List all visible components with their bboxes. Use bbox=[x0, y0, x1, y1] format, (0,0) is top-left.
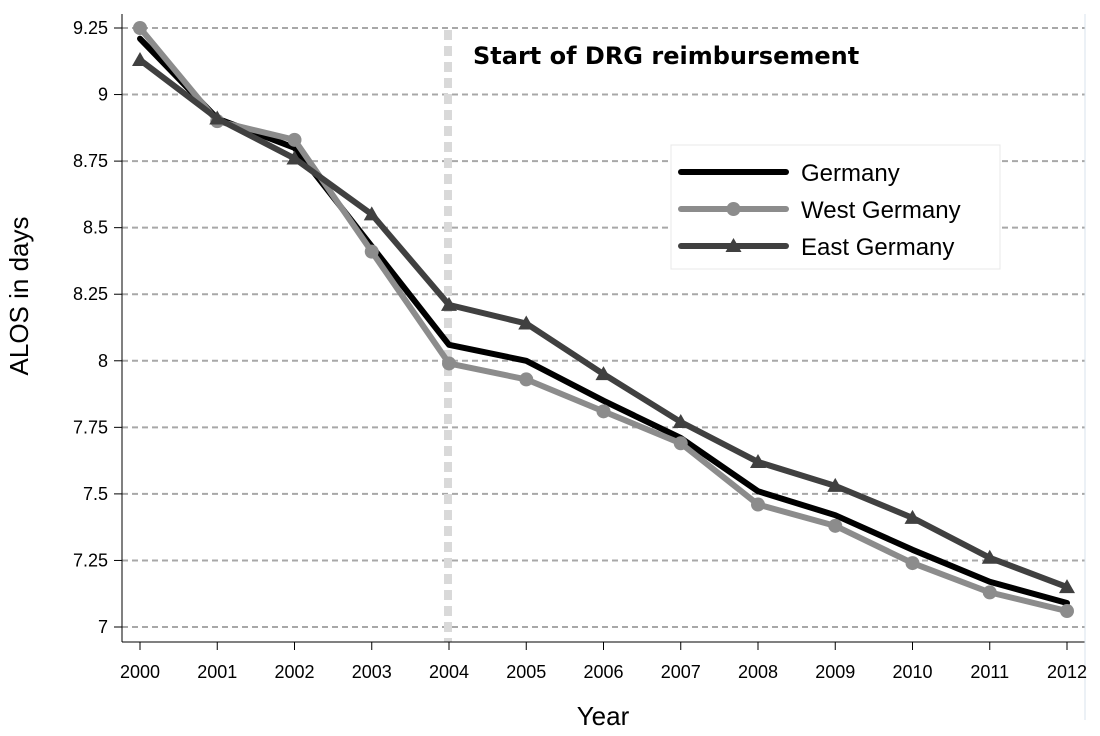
data-point bbox=[132, 51, 148, 66]
x-tick-label: 2000 bbox=[120, 662, 160, 682]
legend-item: East Germany bbox=[678, 234, 954, 261]
x-tick-label: 2010 bbox=[892, 662, 932, 682]
data-point bbox=[672, 414, 689, 429]
data-point bbox=[595, 366, 612, 381]
y-tick-label: 7.25 bbox=[73, 550, 108, 570]
data-point bbox=[209, 110, 226, 125]
legend-label: Germany bbox=[801, 160, 900, 187]
y-tick-label: 8.5 bbox=[83, 218, 108, 238]
x-axis-title: Year bbox=[577, 701, 630, 731]
data-point bbox=[828, 518, 843, 533]
data-point bbox=[596, 404, 611, 419]
x-tick-label: 2005 bbox=[506, 662, 546, 682]
x-tick-label: 2007 bbox=[661, 662, 701, 682]
data-point bbox=[518, 315, 535, 330]
x-tick-label: 2001 bbox=[197, 662, 237, 682]
legend-marker bbox=[725, 238, 742, 252]
x-tick-label: 2004 bbox=[429, 662, 469, 682]
y-tick-label: 7 bbox=[98, 617, 108, 637]
series-lines bbox=[132, 21, 1075, 619]
legend: Germany West Germany East Germany bbox=[670, 144, 1001, 270]
data-point bbox=[441, 296, 457, 311]
x-tick-label: 2003 bbox=[352, 662, 392, 682]
data-point bbox=[981, 549, 998, 564]
data-point bbox=[1059, 579, 1075, 594]
x-tick-label: 2012 bbox=[1047, 662, 1087, 682]
data-point bbox=[905, 556, 920, 571]
data-point bbox=[904, 509, 921, 524]
series-east-germany bbox=[132, 51, 1075, 594]
axes: 7 7.25 7.5 7.75 8 8.25 8.5 8.75 9 9.25 2000 2001 200… bbox=[73, 14, 1087, 720]
data-point bbox=[364, 244, 379, 259]
series-line bbox=[137, 35, 1070, 607]
y-tick-label: 8.75 bbox=[73, 151, 108, 171]
y-axis-title: ALOS in days bbox=[4, 217, 34, 376]
y-tick-label: 9 bbox=[98, 85, 108, 105]
legend-marker bbox=[726, 202, 741, 216]
data-point bbox=[442, 356, 456, 371]
x-tick-label: 2008 bbox=[738, 662, 778, 682]
x-tick-label: 2011 bbox=[970, 662, 1009, 682]
data-point bbox=[982, 585, 997, 600]
data-point bbox=[286, 150, 303, 165]
data-point bbox=[287, 132, 302, 147]
y-tick-label: 8 bbox=[98, 351, 108, 371]
series-germany bbox=[137, 35, 1070, 607]
x-tick-label: 2009 bbox=[815, 662, 855, 682]
y-tick-label: 8.25 bbox=[73, 284, 108, 304]
data-point bbox=[673, 436, 688, 451]
data-point bbox=[133, 21, 147, 35]
legend-label: West Germany bbox=[801, 197, 961, 224]
x-tick-label: 2006 bbox=[583, 662, 623, 682]
legend-label: East Germany bbox=[801, 234, 954, 261]
gridlines bbox=[122, 27, 1085, 628]
data-point bbox=[519, 372, 534, 387]
y-tick-label: 9.25 bbox=[73, 18, 108, 38]
data-point bbox=[751, 497, 765, 512]
y-tick-label: 7.75 bbox=[73, 417, 108, 437]
series-west-germany bbox=[133, 21, 1074, 619]
legend-item: West Germany bbox=[678, 197, 961, 224]
data-point bbox=[363, 206, 380, 221]
data-point bbox=[827, 477, 844, 492]
data-point bbox=[1060, 604, 1074, 619]
annotation-drg-start: Start of DRG reimbursement bbox=[473, 42, 859, 70]
x-tick-label: 2002 bbox=[274, 662, 314, 682]
data-point bbox=[750, 453, 766, 468]
y-tick-label: 7.5 bbox=[83, 484, 108, 504]
legend-item: Germany bbox=[678, 160, 900, 187]
